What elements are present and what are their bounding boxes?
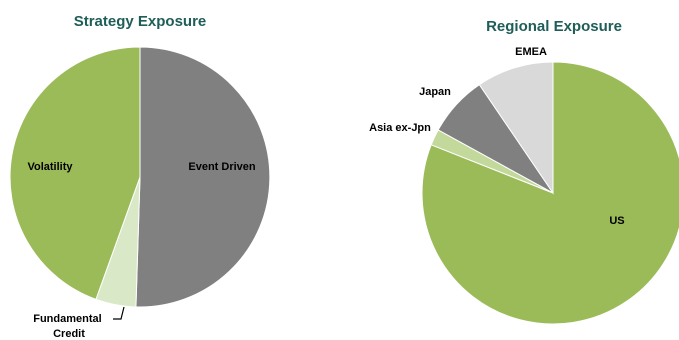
- slice-label-event-driven: Event Driven: [188, 161, 256, 173]
- pie-slice-event-driven: [135, 46, 271, 308]
- slice-label-fundamental-credit: Fundamental Credit: [33, 313, 105, 340]
- slice-label-us: US: [609, 215, 624, 227]
- chart-title: Strategy Exposure: [74, 13, 207, 30]
- pie-slice-us: [421, 61, 679, 325]
- chart-title: Regional Exposure: [486, 18, 622, 35]
- slice-label-emea: EMEA: [515, 46, 547, 58]
- strategy-exposure-chart: Strategy Exposure Event Driven Volatilit…: [9, 13, 271, 340]
- slice-label-japan: Japan: [419, 86, 451, 98]
- leader-line: [113, 306, 125, 320]
- pie-slice-volatility: [9, 46, 141, 300]
- pie-slice-emea: [478, 61, 554, 195]
- slice-label-asia-ex-jpn: Asia ex-Jpn: [369, 122, 431, 134]
- slice-label-volatility: Volatility: [27, 161, 73, 173]
- regional-exposure-chart: Regional Exposure US Asia ex-Jpn Japan E…: [369, 18, 679, 325]
